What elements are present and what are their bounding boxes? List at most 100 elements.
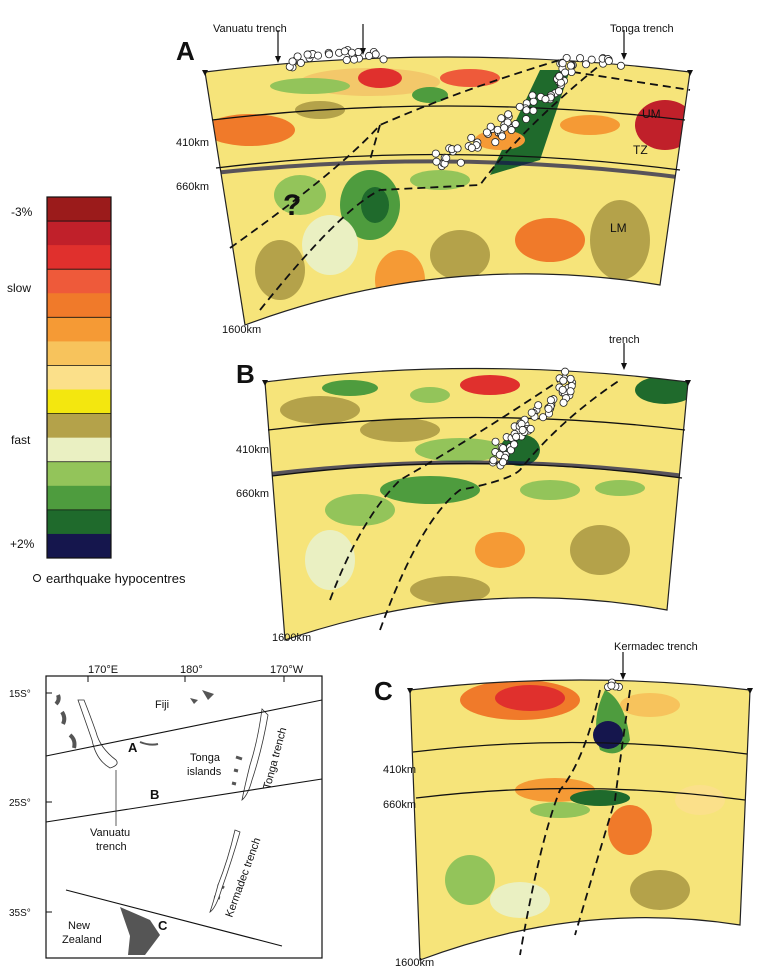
hypocentre-legend-label: earthquake hypocentres bbox=[46, 571, 186, 586]
tonga-trench-label: Tonga trench bbox=[610, 23, 674, 35]
panel-c-hypocentres bbox=[603, 678, 623, 692]
hypocentre-marker bbox=[541, 95, 550, 104]
panel-c: C Kermadec trench 410km 660km 1600km bbox=[374, 641, 753, 969]
color-scale-border bbox=[46, 196, 112, 559]
panel-b-tomography bbox=[265, 368, 688, 640]
panel-b-hypocentres bbox=[488, 367, 577, 470]
hypocentre-marker bbox=[561, 68, 570, 77]
color-scale-band bbox=[47, 485, 111, 511]
hypocentre-marker bbox=[556, 78, 565, 87]
hypocentre-marker bbox=[522, 106, 531, 115]
hypocentre-marker bbox=[527, 408, 536, 417]
hypocentre-marker bbox=[499, 444, 508, 453]
hypocentre-marker bbox=[498, 132, 507, 141]
panel-c-depth-660: 660km bbox=[383, 799, 416, 811]
hypocentre-marker bbox=[350, 55, 359, 64]
hypocentre-marker bbox=[544, 404, 553, 413]
hypocentre-marker bbox=[347, 48, 356, 57]
map-place-tonga-islands-2: islands bbox=[187, 766, 222, 778]
hypocentre-marker bbox=[293, 52, 302, 61]
hypocentre-marker bbox=[616, 61, 625, 70]
legend-label-slow: slow bbox=[7, 281, 31, 295]
vanuatu-trench-label: Vanuatu trench bbox=[213, 23, 287, 35]
panel-b-letter: B bbox=[236, 359, 255, 389]
map-place-new-zealand-1: New bbox=[68, 920, 90, 932]
map-lat-35s: 35S° bbox=[9, 908, 31, 919]
hypocentre-marker bbox=[558, 59, 567, 68]
color-scale-band bbox=[47, 461, 111, 487]
hypocentre-marker bbox=[497, 114, 506, 123]
panel-c-depth-1600: 1600km bbox=[395, 957, 434, 969]
panel-a-tomography bbox=[205, 57, 690, 325]
hypocentre-marker bbox=[431, 149, 440, 158]
hypocentre-marker bbox=[296, 58, 305, 67]
hypocentre-marker bbox=[566, 374, 575, 383]
color-scale-band bbox=[47, 365, 111, 391]
hypocentre-marker bbox=[515, 102, 524, 111]
map-place-new-zealand-2: Zealand bbox=[62, 934, 102, 946]
panel-b-depth-410: 410km bbox=[236, 444, 269, 456]
hypocentre-marker bbox=[453, 144, 462, 153]
panel-b-depth-660: 660km bbox=[236, 488, 269, 500]
hypocentre-marker bbox=[325, 50, 334, 59]
hypocentre-marker bbox=[512, 432, 521, 441]
kermadec-trench-label: Kermadec trench bbox=[614, 641, 698, 653]
map-place-tonga-islands-1: Tonga bbox=[190, 752, 221, 764]
hypocentre-marker bbox=[559, 398, 568, 407]
map-lon-180: 180° bbox=[180, 664, 203, 676]
color-scale-band bbox=[47, 533, 111, 559]
panel-c-depth-410: 410km bbox=[383, 764, 416, 776]
panel-a-hypocentres bbox=[285, 46, 625, 171]
hypocentre-marker bbox=[562, 53, 571, 62]
hypocentre-marker bbox=[526, 424, 535, 433]
map-lon-170e: 170°E bbox=[88, 664, 118, 676]
panel-a-letter: A bbox=[176, 36, 195, 66]
hypocentre-marker bbox=[365, 51, 374, 60]
hypocentre-marker bbox=[539, 413, 548, 422]
color-scale-band bbox=[47, 317, 111, 342]
hypocentre-marker bbox=[442, 154, 451, 163]
map-place-vanuatu-trench-2: trench bbox=[96, 841, 127, 853]
hypocentre-marker bbox=[486, 122, 495, 131]
hypocentre-marker bbox=[504, 110, 513, 119]
hypocentre-marker bbox=[522, 115, 531, 124]
color-scale-legend: -3% slow fast +2% earthquake hypocentres bbox=[7, 196, 186, 586]
color-scale-band bbox=[47, 437, 111, 463]
hypocentre-marker bbox=[467, 133, 476, 142]
hypocentre-marker bbox=[313, 51, 322, 60]
map-lat-25s: 25S° bbox=[9, 798, 31, 809]
hypocentre-marker bbox=[507, 126, 516, 135]
hypocentre-marker bbox=[340, 47, 349, 56]
hypocentre-marker bbox=[288, 57, 297, 66]
color-scale-bar bbox=[47, 197, 111, 559]
panel-c-tomography bbox=[410, 680, 750, 960]
color-scale-band bbox=[47, 269, 111, 294]
color-scale-band bbox=[47, 293, 111, 318]
hypocentre-marker bbox=[491, 437, 500, 446]
map-lat-15s: 15S° bbox=[9, 689, 31, 700]
hypocentre-marker bbox=[561, 367, 570, 376]
legend-label-minus3: -3% bbox=[11, 205, 33, 219]
hypocentre-marker bbox=[303, 50, 312, 59]
hypocentre-marker bbox=[534, 401, 543, 410]
hypocentre-marker bbox=[511, 120, 520, 129]
hypocentre-marker bbox=[607, 681, 616, 690]
legend-label-plus2: +2% bbox=[10, 537, 35, 551]
color-scale-band bbox=[47, 413, 111, 439]
hypocentre-marker bbox=[482, 128, 491, 137]
zone-lm-label: LM bbox=[610, 221, 627, 235]
hypocentre-marker bbox=[489, 456, 498, 465]
hypocentre-symbol bbox=[33, 574, 41, 582]
hypocentre-marker bbox=[518, 425, 527, 434]
panel-b-trench-label: trench bbox=[609, 334, 640, 346]
panel-b-depth-1600: 1600km bbox=[272, 632, 311, 644]
hypocentre-marker bbox=[499, 458, 508, 467]
map-place-vanuatu-trench-1: Vanuatu bbox=[90, 827, 130, 839]
hypocentre-marker bbox=[342, 56, 351, 65]
legend-label-fast: fast bbox=[11, 433, 31, 447]
hypocentre-marker bbox=[529, 97, 538, 106]
color-scale-band bbox=[47, 245, 111, 270]
color-scale-band bbox=[47, 341, 111, 366]
panel-b: B trench 410km 660km 1600km bbox=[236, 334, 691, 644]
